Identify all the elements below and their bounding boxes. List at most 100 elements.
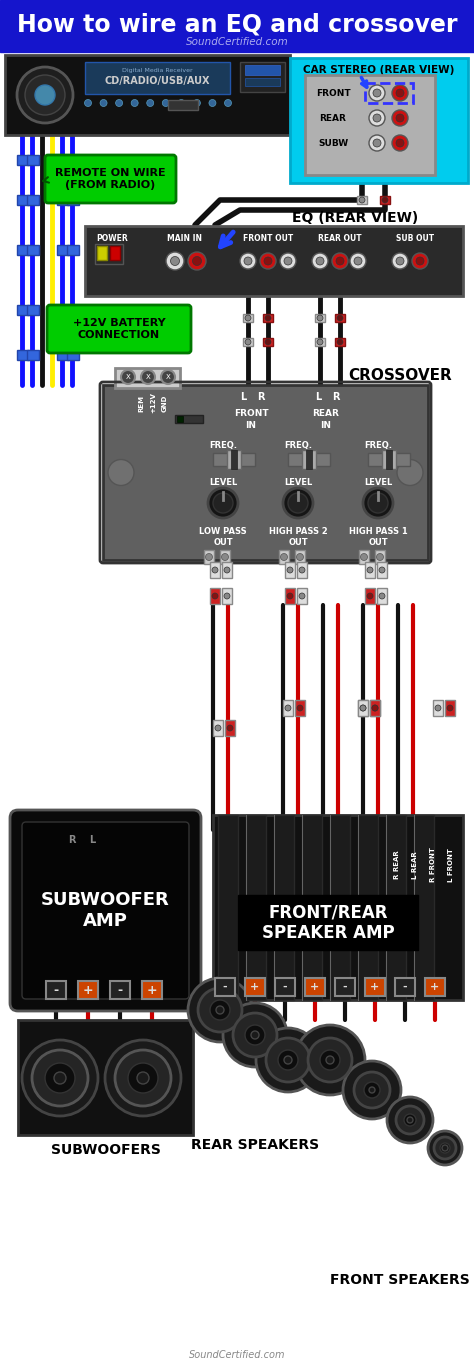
Bar (246, 815, 266, 1000)
Circle shape (225, 100, 231, 107)
Circle shape (382, 197, 388, 203)
Circle shape (396, 258, 404, 264)
Circle shape (297, 706, 303, 711)
Text: -: - (343, 982, 347, 992)
Bar (365, 978, 385, 996)
Bar (358, 700, 368, 717)
Bar (168, 100, 198, 110)
Text: CD/RADIO/USB/AUX: CD/RADIO/USB/AUX (104, 75, 210, 86)
Circle shape (396, 1106, 424, 1134)
Bar (115, 369, 180, 388)
Bar (245, 978, 265, 996)
Text: R: R (257, 392, 265, 401)
Text: HIGH PASS 2
OUT: HIGH PASS 2 OUT (269, 527, 328, 547)
Circle shape (108, 459, 134, 485)
Bar (377, 562, 387, 578)
Text: -: - (283, 982, 287, 992)
Circle shape (128, 1063, 158, 1093)
Circle shape (343, 1060, 401, 1119)
Text: SoundCertified.com: SoundCertified.com (186, 37, 288, 47)
Circle shape (287, 593, 293, 599)
Bar (85, 62, 230, 95)
Circle shape (440, 1143, 450, 1154)
Bar (57, 245, 69, 255)
Bar (425, 978, 445, 996)
Bar (0, 0, 474, 52)
Bar (213, 453, 255, 466)
Bar (302, 449, 316, 469)
Bar (245, 78, 280, 86)
Bar (365, 84, 413, 103)
Circle shape (280, 253, 296, 269)
Text: IN: IN (246, 421, 256, 430)
Text: How to wire an EQ and crossover: How to wire an EQ and crossover (17, 12, 457, 36)
Bar (306, 449, 312, 469)
Bar (365, 588, 375, 604)
Circle shape (354, 1071, 390, 1108)
Circle shape (278, 1049, 298, 1070)
Bar (275, 978, 295, 996)
Bar (57, 349, 69, 360)
FancyBboxPatch shape (22, 822, 189, 999)
Bar (377, 588, 387, 604)
Bar (245, 64, 280, 75)
Bar (395, 978, 415, 996)
Circle shape (215, 725, 221, 732)
Bar (370, 700, 380, 717)
Bar (67, 349, 79, 360)
Bar (213, 721, 223, 736)
Bar (285, 588, 295, 604)
Circle shape (379, 567, 385, 573)
Circle shape (192, 256, 201, 266)
Text: HIGH PASS 1
OUT: HIGH PASS 1 OUT (348, 527, 407, 547)
Circle shape (434, 1137, 456, 1159)
Circle shape (367, 567, 373, 573)
Circle shape (266, 1038, 310, 1082)
Circle shape (193, 100, 201, 107)
Circle shape (369, 1086, 375, 1093)
Bar (220, 549, 230, 564)
Circle shape (210, 1000, 230, 1021)
Circle shape (373, 114, 381, 122)
Circle shape (283, 488, 313, 518)
Text: +: + (82, 984, 93, 996)
Bar (17, 306, 29, 315)
Circle shape (373, 89, 381, 97)
Circle shape (224, 593, 230, 599)
Bar (227, 449, 241, 469)
Circle shape (216, 1006, 224, 1014)
Bar (365, 562, 375, 578)
Circle shape (320, 1049, 340, 1070)
Circle shape (354, 258, 362, 264)
Text: EQ (REAR VIEW): EQ (REAR VIEW) (292, 211, 418, 225)
Bar (445, 700, 455, 717)
Text: R REAR: R REAR (394, 851, 400, 880)
Circle shape (240, 253, 256, 269)
Circle shape (245, 338, 251, 345)
Text: -: - (223, 982, 228, 992)
Circle shape (265, 338, 271, 345)
Text: -: - (403, 982, 407, 992)
Bar (358, 815, 378, 1000)
Circle shape (326, 1056, 334, 1064)
Bar (210, 562, 220, 578)
Bar (110, 981, 130, 999)
Bar (297, 588, 307, 604)
Circle shape (337, 315, 343, 321)
Text: FRONT OUT: FRONT OUT (243, 233, 293, 242)
Circle shape (223, 1003, 287, 1067)
Circle shape (332, 253, 348, 269)
Bar (380, 196, 390, 204)
Text: L: L (240, 392, 246, 401)
Bar (238, 895, 418, 949)
Text: L FRONT: L FRONT (448, 848, 454, 882)
Circle shape (363, 488, 393, 518)
Text: +: + (430, 982, 439, 992)
Bar (142, 981, 162, 999)
Text: FRONT SPEAKERS: FRONT SPEAKERS (330, 1273, 470, 1286)
Circle shape (350, 253, 366, 269)
Bar (210, 588, 220, 604)
Bar (263, 338, 273, 347)
Circle shape (317, 338, 323, 345)
Bar (382, 449, 396, 469)
